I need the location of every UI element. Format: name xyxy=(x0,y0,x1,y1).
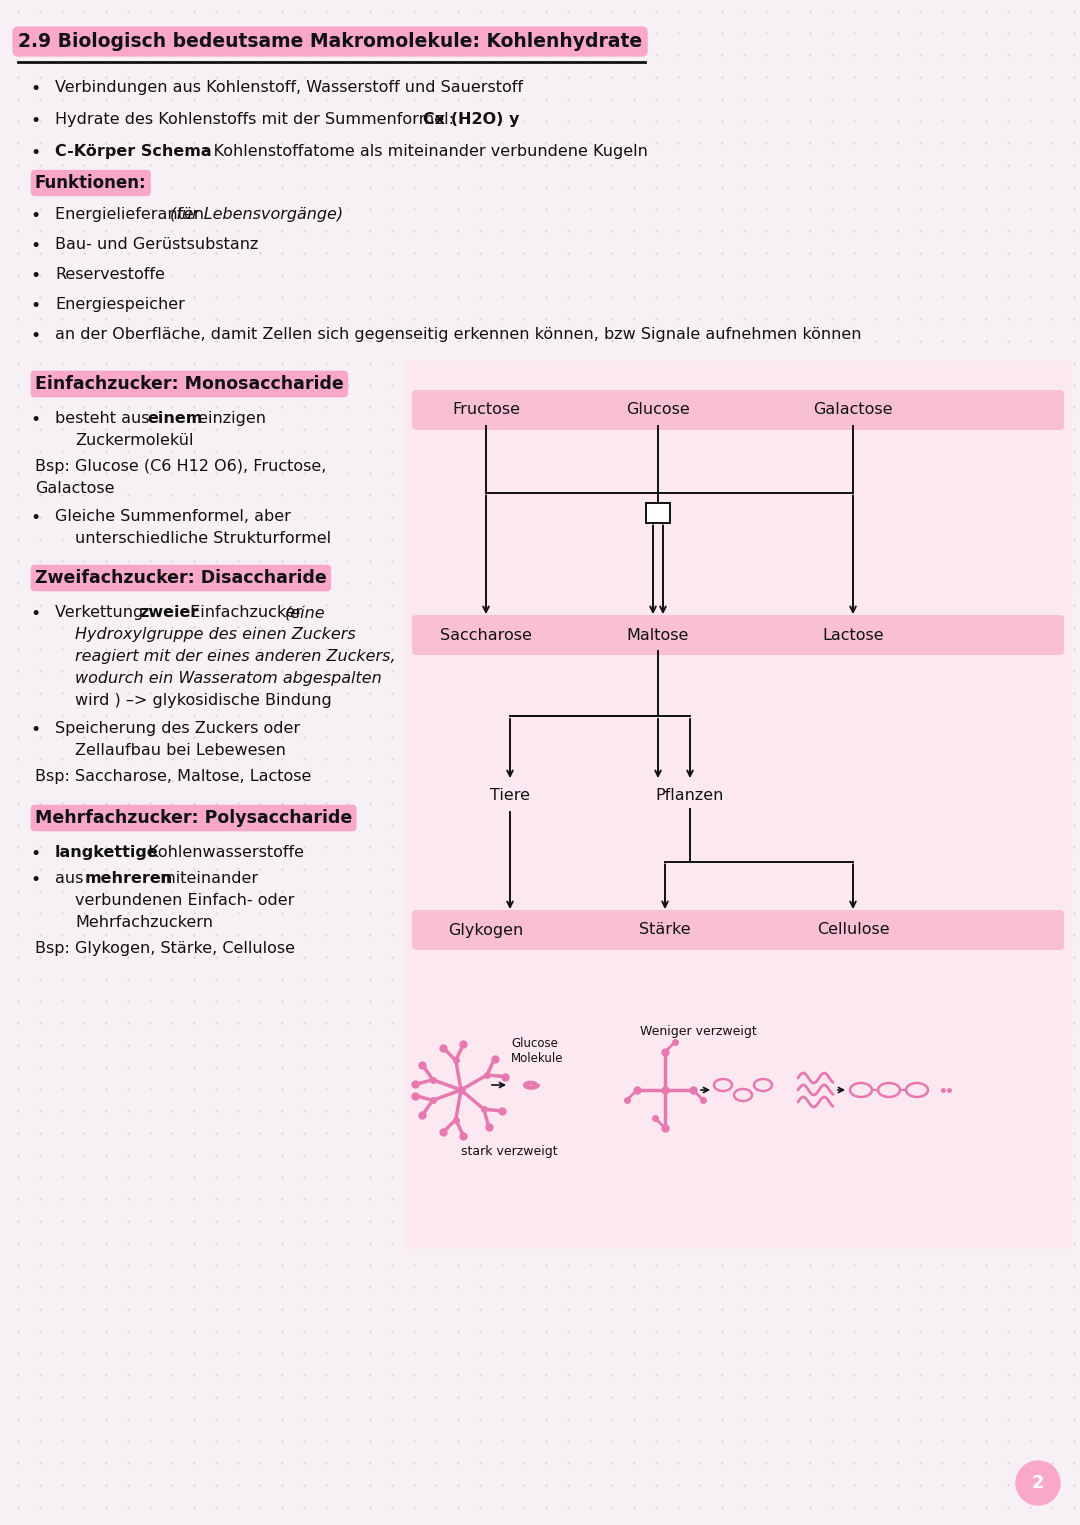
Text: reagiert mit der eines anderen Zuckers,: reagiert mit der eines anderen Zuckers, xyxy=(75,650,395,663)
Text: •: • xyxy=(30,207,40,226)
Text: Weniger verzweigt: Weniger verzweigt xyxy=(640,1025,757,1039)
Text: (für Lebensvorgänge): (für Lebensvorgänge) xyxy=(170,207,343,223)
FancyBboxPatch shape xyxy=(404,361,1072,1249)
Text: Verbindungen aus Kohlenstoff, Wasserstoff und Sauerstoff: Verbindungen aus Kohlenstoff, Wasserstof… xyxy=(55,79,523,95)
Text: •: • xyxy=(30,236,40,255)
Text: Funktionen:: Funktionen: xyxy=(35,174,147,192)
Text: Tiere: Tiere xyxy=(490,787,530,802)
Text: •: • xyxy=(30,143,40,162)
Text: Fructose: Fructose xyxy=(453,403,519,418)
Text: •: • xyxy=(30,509,40,528)
Text: Einfachzucker: Monosaccharide: Einfachzucker: Monosaccharide xyxy=(35,375,343,393)
Text: Kohlenwasserstoffe: Kohlenwasserstoffe xyxy=(143,845,303,860)
Text: Zellaufbau bei Lebewesen: Zellaufbau bei Lebewesen xyxy=(75,743,286,758)
Text: 2: 2 xyxy=(1031,1475,1044,1491)
Text: •: • xyxy=(30,297,40,316)
Text: Glykogen: Glykogen xyxy=(448,923,524,938)
Text: mehreren: mehreren xyxy=(85,871,173,886)
Text: •: • xyxy=(30,326,40,345)
Text: Pflanzen: Pflanzen xyxy=(656,787,725,802)
Text: •: • xyxy=(30,871,40,889)
Text: Hydrate des Kohlenstoffs mit der Summenformel:: Hydrate des Kohlenstoffs mit der Summenf… xyxy=(55,111,459,127)
Text: Gleiche Summenformel, aber: Gleiche Summenformel, aber xyxy=(55,509,291,525)
Text: •: • xyxy=(30,845,40,863)
FancyBboxPatch shape xyxy=(411,910,1064,950)
Text: Galactose: Galactose xyxy=(813,403,893,418)
Text: einem: einem xyxy=(147,412,202,425)
Text: •: • xyxy=(30,79,40,98)
Text: Maltose: Maltose xyxy=(626,627,689,642)
Text: aus: aus xyxy=(55,871,89,886)
Text: Bsp: Saccharose, Maltose, Lactose: Bsp: Saccharose, Maltose, Lactose xyxy=(35,769,311,784)
Text: zweier: zweier xyxy=(139,605,199,621)
Text: Cellulose: Cellulose xyxy=(816,923,889,938)
Text: Energielieferanten: Energielieferanten xyxy=(55,207,210,223)
Text: Glucose: Glucose xyxy=(626,403,690,418)
Bar xyxy=(646,503,670,523)
Text: C-Körper Schema: C-Körper Schema xyxy=(55,143,212,159)
Text: Mehrfachzuckern: Mehrfachzuckern xyxy=(75,915,213,930)
Text: wodurch ein Wasseratom abgespalten: wodurch ein Wasseratom abgespalten xyxy=(75,671,381,686)
Text: Stärke: Stärke xyxy=(639,923,691,938)
Text: •: • xyxy=(30,721,40,740)
Text: Speicherung des Zuckers oder: Speicherung des Zuckers oder xyxy=(55,721,300,737)
Text: Glucose
Molekule: Glucose Molekule xyxy=(511,1037,564,1064)
Text: verbundenen Einfach- oder: verbundenen Einfach- oder xyxy=(75,894,295,907)
Text: •: • xyxy=(30,267,40,285)
Text: Reservestoffe: Reservestoffe xyxy=(55,267,165,282)
Text: Energiespeicher: Energiespeicher xyxy=(55,297,185,313)
Text: langkettige: langkettige xyxy=(55,845,159,860)
Text: einzigen: einzigen xyxy=(193,412,266,425)
Text: Hydroxylgruppe des einen Zuckers: Hydroxylgruppe des einen Zuckers xyxy=(75,627,355,642)
Text: besteht aus: besteht aus xyxy=(55,412,154,425)
Text: Verkettung: Verkettung xyxy=(55,605,148,621)
Text: unterschiedliche Strukturformel: unterschiedliche Strukturformel xyxy=(75,531,332,546)
Text: : Kohlenstoffatome als miteinander verbundene Kugeln: : Kohlenstoffatome als miteinander verbu… xyxy=(203,143,648,159)
Text: Bsp: Glucose (C6 H12 O6), Fructose,: Bsp: Glucose (C6 H12 O6), Fructose, xyxy=(35,459,326,474)
Text: (eine: (eine xyxy=(285,605,326,621)
FancyBboxPatch shape xyxy=(411,615,1064,656)
Text: •: • xyxy=(30,605,40,624)
Text: Zweifachzucker: Disaccharide: Zweifachzucker: Disaccharide xyxy=(35,569,327,587)
Text: an der Oberfläche, damit Zellen sich gegenseitig erkennen können, bzw Signale au: an der Oberfläche, damit Zellen sich geg… xyxy=(55,326,862,342)
Text: Galactose: Galactose xyxy=(35,480,114,496)
Text: Bsp: Glykogen, Stärke, Cellulose: Bsp: Glykogen, Stärke, Cellulose xyxy=(35,941,295,956)
Text: Bau- und Gerüstsubstanz: Bau- und Gerüstsubstanz xyxy=(55,236,258,252)
Text: stark verzweigt: stark verzweigt xyxy=(461,1145,557,1157)
Text: Mehrfachzucker: Polysaccharide: Mehrfachzucker: Polysaccharide xyxy=(35,808,352,827)
Text: •: • xyxy=(30,412,40,429)
Text: Lactose: Lactose xyxy=(822,627,883,642)
Text: •: • xyxy=(30,111,40,130)
Text: wird ) –> glykosidische Bindung: wird ) –> glykosidische Bindung xyxy=(75,692,332,708)
Text: Einfachzucker: Einfachzucker xyxy=(185,605,308,621)
Text: Cx (H2O) y: Cx (H2O) y xyxy=(423,111,519,127)
Text: Zuckermolekül: Zuckermolekül xyxy=(75,433,193,448)
Text: 2.9 Biologisch bedeutsame Makromolekule: Kohlenhydrate: 2.9 Biologisch bedeutsame Makromolekule:… xyxy=(18,32,643,50)
Text: miteinander: miteinander xyxy=(156,871,258,886)
FancyBboxPatch shape xyxy=(411,390,1064,430)
Circle shape xyxy=(1016,1461,1059,1505)
Text: Saccharose: Saccharose xyxy=(440,627,532,642)
